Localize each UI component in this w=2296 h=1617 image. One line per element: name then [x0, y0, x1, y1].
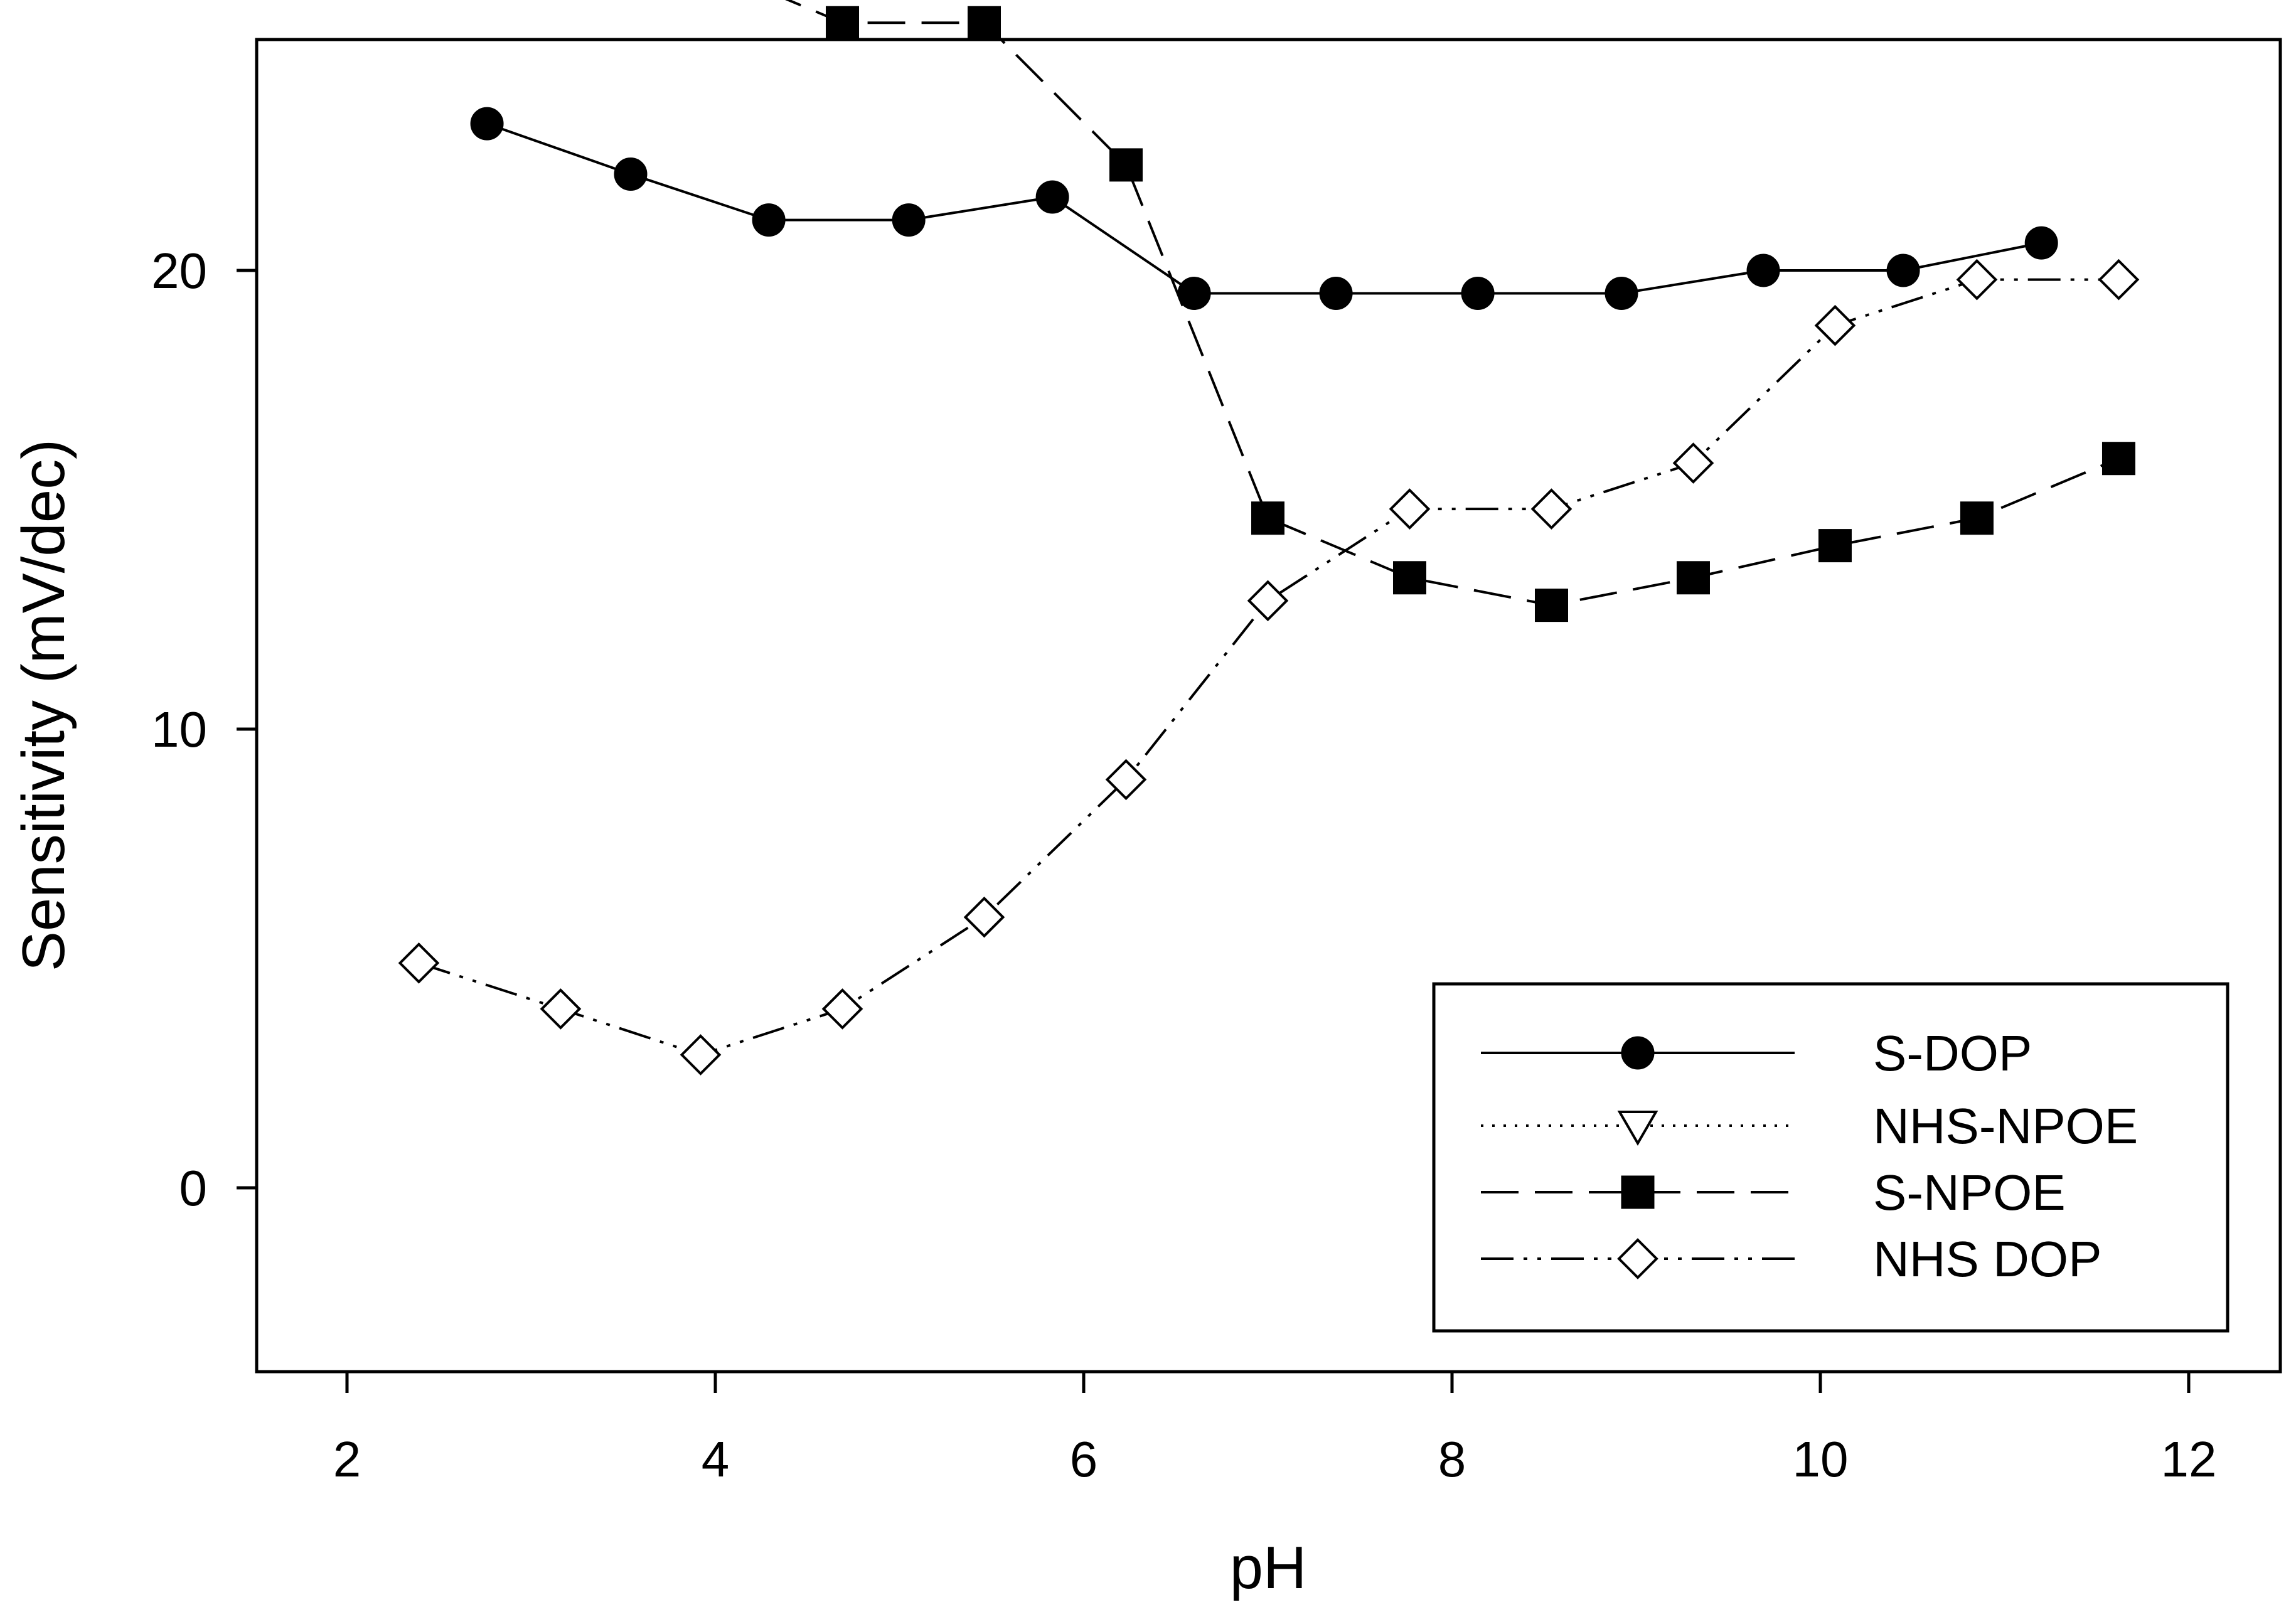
data-point — [1109, 148, 1143, 182]
x-tick-label: 12 — [2161, 1431, 2217, 1487]
plot-frame — [255, 38, 2282, 1374]
data-point — [821, 988, 863, 1030]
legend: S-DOP NHS-NPOE S-NPOE NHS DOP — [1432, 982, 2229, 1333]
y-axis: 01020304050 — [151, 243, 257, 1216]
y-tick-label: 10 — [151, 702, 207, 757]
data-point — [1247, 580, 1289, 622]
x-axis: 2 4 6 8 10 12 — [333, 1372, 2217, 1487]
series-line — [486, 122, 2042, 295]
data-point — [398, 942, 440, 984]
legend-marker — [1621, 1175, 1655, 1209]
x-axis-title: pH — [1230, 1534, 1307, 1601]
data-point — [1530, 488, 1572, 530]
legend-box — [1432, 982, 2229, 1333]
y-tick-label: 0 — [179, 1160, 208, 1216]
legend-label: S-NPOE — [1873, 1165, 2066, 1220]
x-tick-label: 2 — [333, 1431, 361, 1487]
data-point — [892, 203, 926, 237]
y-tick-label: 20 — [151, 243, 207, 299]
data-point — [1676, 561, 1710, 595]
x-tick-label: 6 — [1070, 1431, 1098, 1487]
legend-label: S-DOP — [1873, 1025, 2032, 1081]
data-point — [1814, 304, 1856, 346]
series-nhs-dop — [398, 259, 2140, 1075]
data-point — [1960, 501, 1994, 535]
x-tick-label: 4 — [702, 1431, 730, 1487]
data-point — [1319, 277, 1353, 311]
x-tick-label: 10 — [1793, 1431, 1849, 1487]
data-point — [2101, 442, 2135, 476]
data-point — [1818, 529, 1852, 563]
data-point — [1605, 277, 1638, 311]
data-point — [470, 107, 504, 141]
data-point — [540, 988, 582, 1030]
data-point — [1956, 259, 1998, 301]
data-point — [614, 157, 648, 191]
legend-label: NHS-NPOE — [1873, 1098, 2138, 1154]
legend-marker — [1617, 1238, 1658, 1279]
data-point — [752, 203, 786, 237]
data-point — [1886, 253, 1920, 287]
data-point — [1461, 277, 1495, 311]
data-point — [1392, 561, 1426, 595]
data-point — [963, 896, 1005, 938]
data-point — [1251, 501, 1284, 535]
series-s-dop — [470, 107, 2058, 311]
series-layer — [398, 0, 2140, 1075]
legend-marker — [1621, 1036, 1655, 1070]
series-line — [418, 278, 2119, 1057]
data-point — [1746, 253, 1780, 287]
data-point — [826, 6, 860, 40]
data-point — [968, 6, 1001, 40]
x-tick-label: 8 — [1438, 1431, 1466, 1487]
data-point — [1105, 759, 1147, 801]
data-point — [1035, 180, 1069, 214]
legend-marker — [1617, 1111, 1658, 1146]
y-axis-title: Sensitivity (mV/dec) — [10, 439, 77, 971]
series-s-npoe — [785, 0, 2135, 622]
data-point — [2024, 226, 2058, 260]
data-point — [680, 1034, 722, 1075]
data-point — [1389, 488, 1431, 530]
data-point — [1672, 442, 1714, 484]
data-point — [1534, 589, 1568, 622]
data-point — [2098, 259, 2140, 301]
legend-label: NHS DOP — [1873, 1231, 2102, 1287]
